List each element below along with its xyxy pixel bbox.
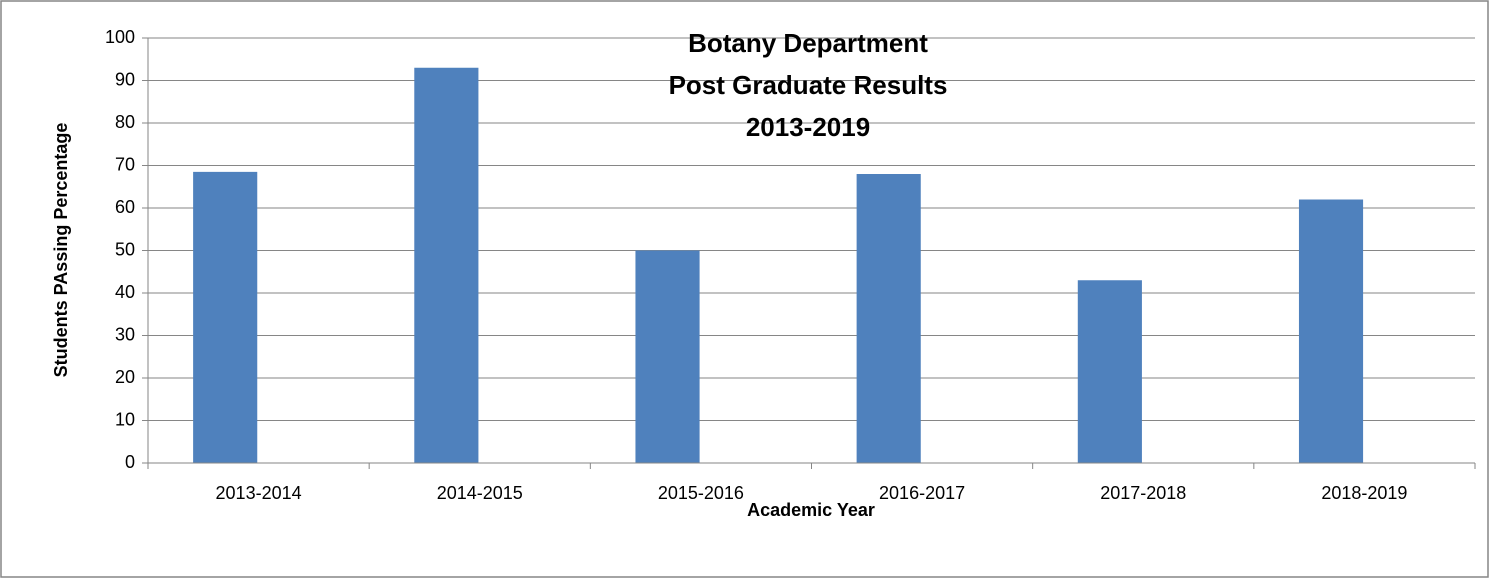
x-tick-label: 2018-2019	[1321, 483, 1407, 503]
x-tick-label: 2013-2014	[216, 483, 302, 503]
x-tick-label: 2017-2018	[1100, 483, 1186, 503]
x-tick-label: 2015-2016	[658, 483, 744, 503]
bar	[856, 174, 921, 463]
bar	[635, 250, 700, 463]
y-axis-label: Students PAssing Percentage	[51, 123, 71, 378]
y-tick-label: 80	[115, 112, 135, 132]
bar	[1077, 280, 1142, 463]
bar	[414, 67, 479, 463]
y-tick-label: 0	[125, 452, 135, 472]
x-tick-label: 2016-2017	[879, 483, 965, 503]
y-tick-label: 70	[115, 154, 135, 174]
x-tick-label: 2014-2015	[437, 483, 523, 503]
y-tick-label: 60	[115, 197, 135, 217]
y-tick-label: 100	[105, 27, 135, 47]
y-tick-label: 30	[115, 324, 135, 344]
y-tick-label: 40	[115, 282, 135, 302]
bar	[1298, 199, 1364, 463]
x-axis-label: Academic Year	[747, 500, 875, 520]
y-tick-label: 90	[115, 69, 135, 89]
chart-title: Botany Department	[688, 28, 928, 58]
y-tick-label: 20	[115, 367, 135, 387]
y-tick-label: 50	[115, 239, 135, 259]
y-tick-label: 10	[115, 409, 135, 429]
bar	[193, 171, 258, 463]
chart-title: 2013-2019	[746, 112, 870, 142]
chart-title: Post Graduate Results	[669, 70, 948, 100]
